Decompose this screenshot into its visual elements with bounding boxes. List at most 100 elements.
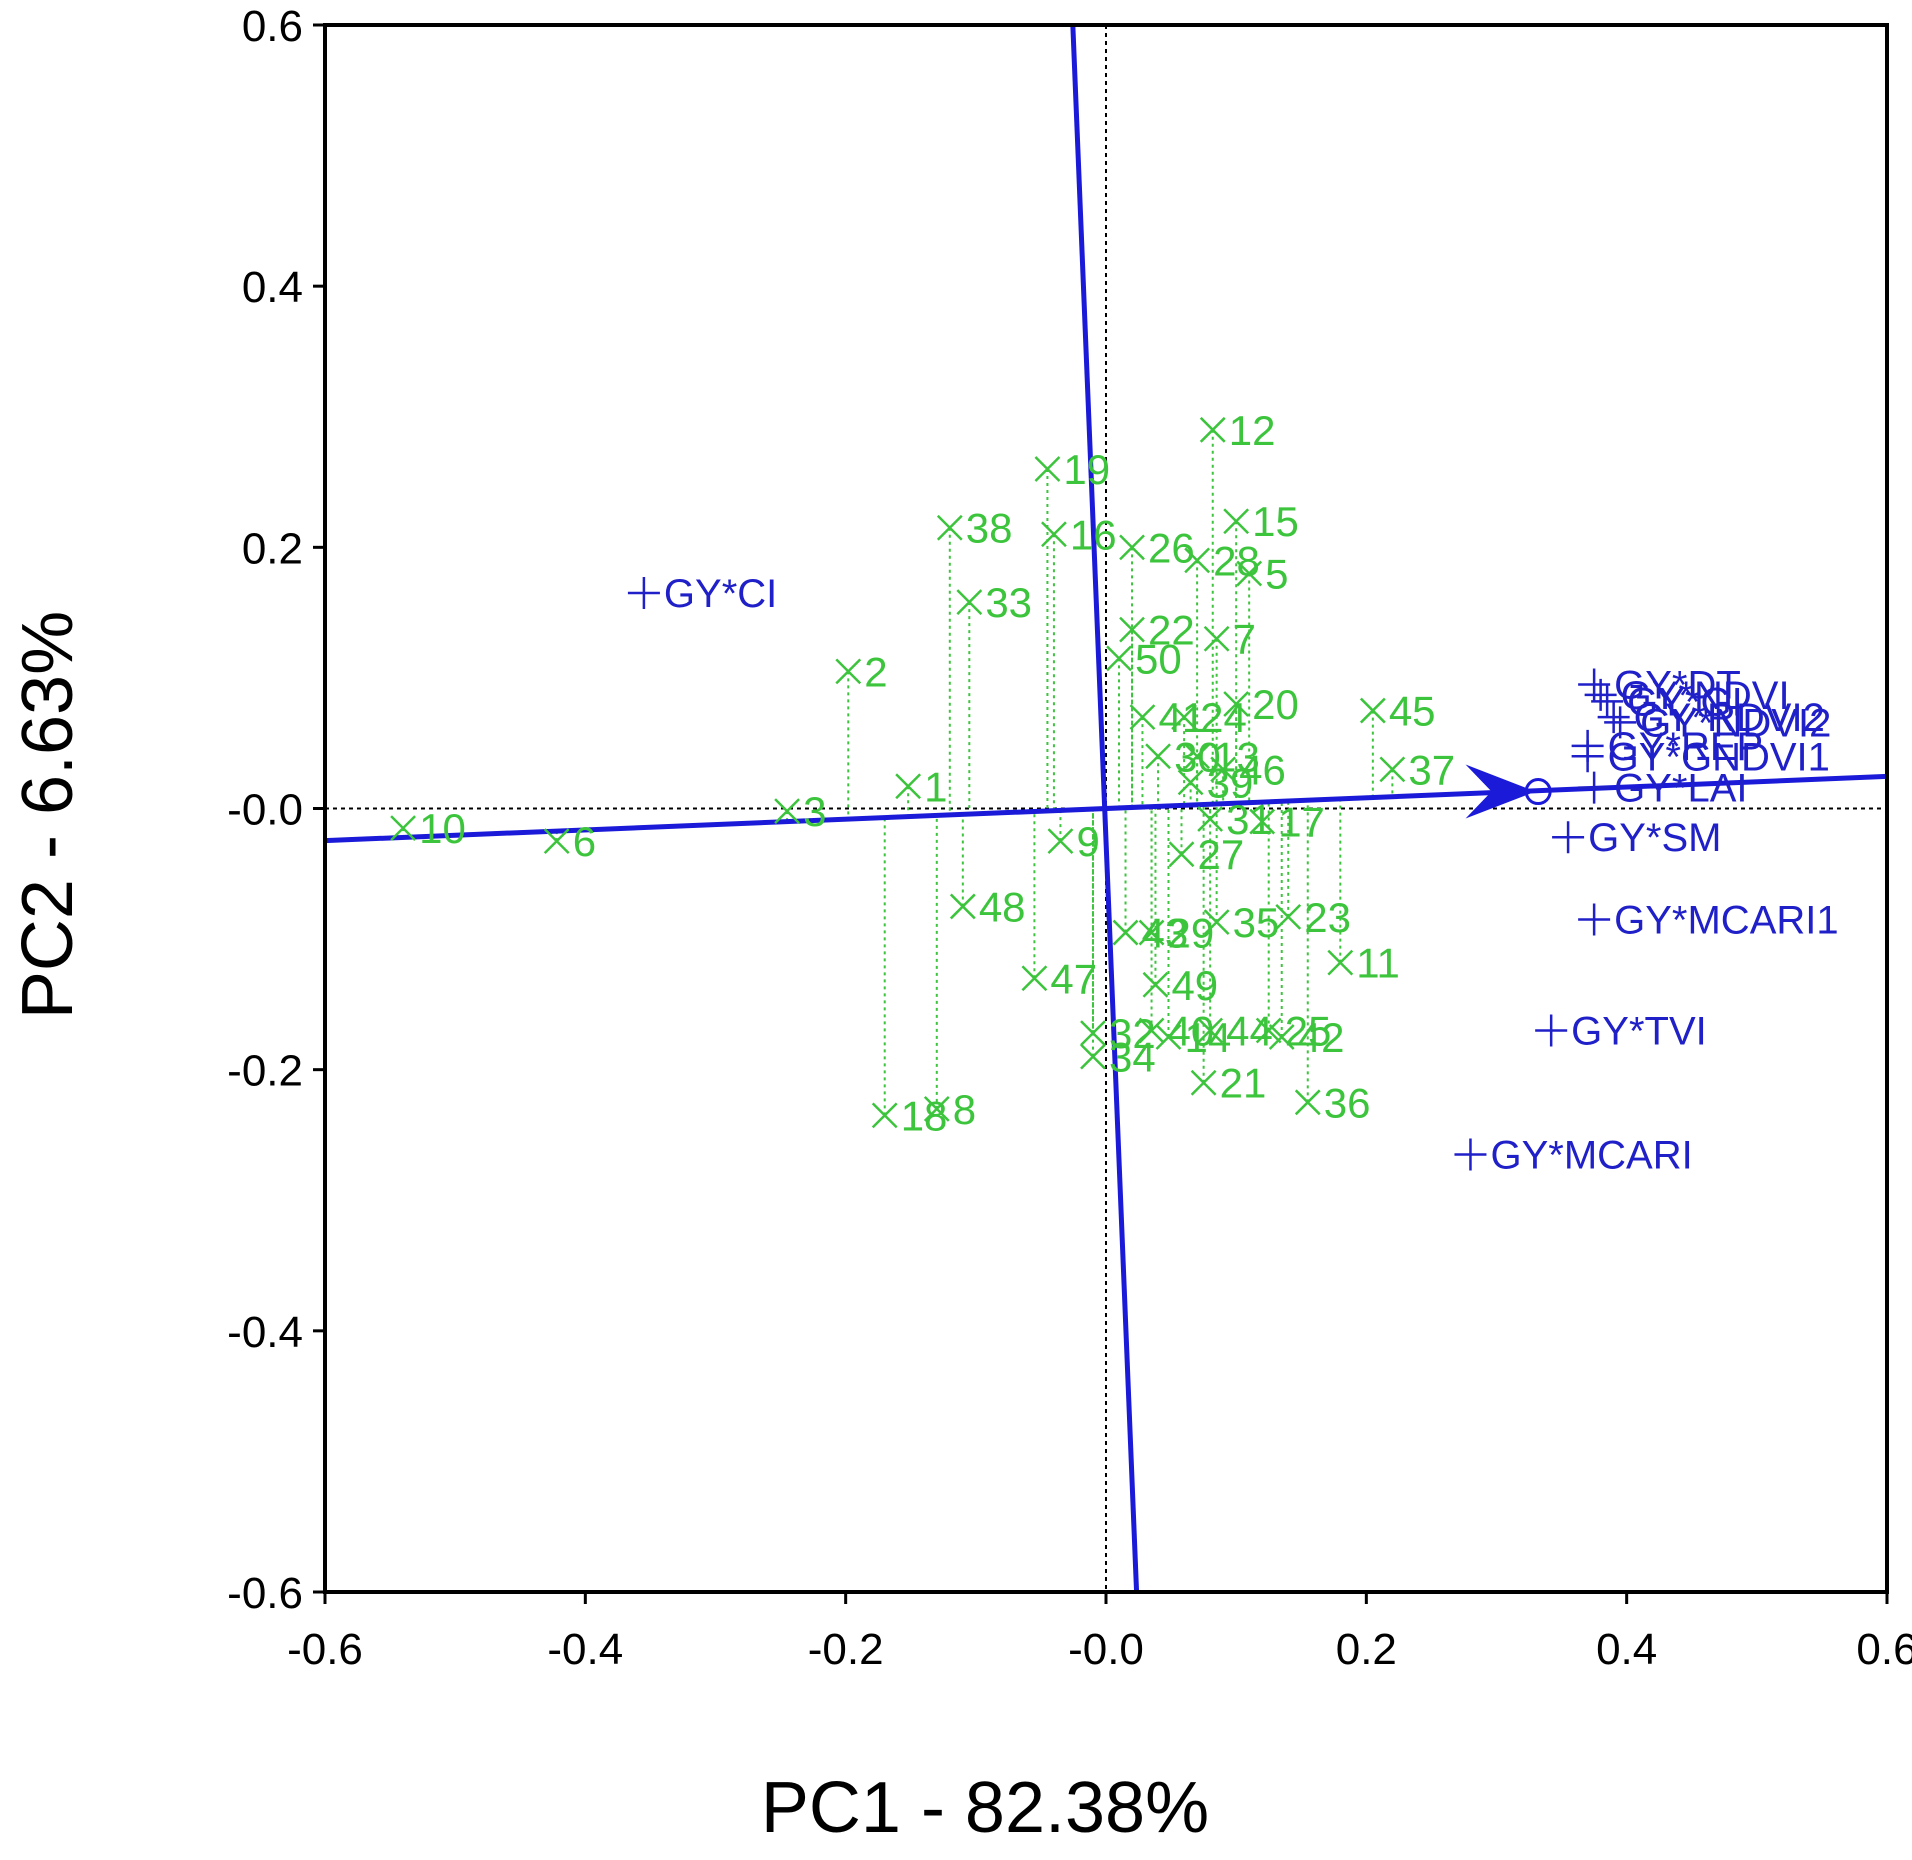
- genotype-marker-30: [1145, 743, 1171, 770]
- genotype-label-12: 12: [1229, 407, 1276, 454]
- y-tick-label: -0.0: [227, 786, 303, 835]
- genotype-label-3: 3: [803, 788, 826, 835]
- genotype-marker-37: [1379, 756, 1406, 783]
- average-environment-circle: [1524, 778, 1552, 806]
- genotype-label-42: 42: [1298, 1014, 1345, 1061]
- genotype-marker-9: [1047, 828, 1074, 855]
- genotype-marker-8: [923, 1095, 950, 1122]
- genotype-marker-15: [1223, 508, 1250, 535]
- genotype-label-6: 6: [573, 818, 596, 865]
- y-tick-label: -0.6: [227, 1569, 303, 1618]
- y-tick-label: -0.4: [227, 1308, 303, 1357]
- environment-marker-ndvi: [1584, 678, 1617, 711]
- genotype-label-26: 26: [1148, 524, 1195, 571]
- genotype-label-41: 41: [1158, 694, 1205, 741]
- genotype-label-40: 40: [1168, 1007, 1215, 1054]
- genotype-label-8: 8: [953, 1086, 976, 1133]
- genotype-marker-14: [1155, 1024, 1182, 1050]
- genotype-label-20: 20: [1252, 681, 1299, 728]
- aec-ordinate-line: [1070, 24, 1140, 1593]
- x-tick-label: 0.6: [1856, 1625, 1912, 1674]
- environment-label-sm: GY*SM: [1588, 816, 1721, 860]
- genotype-marker-32: [1080, 1020, 1106, 1046]
- y-tick-label: 0.2: [242, 524, 303, 573]
- genotype-label-28: 28: [1213, 537, 1260, 584]
- environment-marker-tvi: [1535, 1014, 1568, 1047]
- environment-marker-gndvi1: [1571, 740, 1604, 773]
- genotype-label-27: 27: [1197, 831, 1244, 878]
- genotype-marker-18: [871, 1102, 898, 1129]
- genotype-label-14: 14: [1184, 1014, 1231, 1061]
- genotype-label-16: 16: [1070, 511, 1117, 558]
- genotype-label-47: 47: [1050, 955, 1097, 1002]
- environment-label-rep: GY*REP: [1608, 725, 1764, 769]
- genotype-label-36: 36: [1324, 1079, 1371, 1126]
- genotype-label-50: 50: [1135, 635, 1182, 682]
- genotype-label-5: 5: [1265, 550, 1288, 597]
- genotype-label-10: 10: [419, 805, 466, 852]
- genotype-marker-29: [1138, 919, 1165, 946]
- environment-label-tvi: GY*TVI: [1571, 1009, 1707, 1053]
- genotype-marker-50: [1106, 645, 1132, 672]
- genotype-marker-40: [1138, 1017, 1165, 1044]
- genotype-marker-26: [1119, 534, 1145, 561]
- genotype-label-49: 49: [1171, 962, 1218, 1009]
- genotype-marker-13: [1184, 743, 1211, 770]
- y-tick-label: -0.2: [227, 1047, 303, 1096]
- genotype-marker-3: [774, 798, 800, 824]
- genotype-label-39: 39: [1207, 759, 1254, 806]
- environment-label-gndvi1: GY*GNDVI1: [1608, 735, 1830, 779]
- genotype-marker-31: [1197, 806, 1224, 832]
- genotype-label-11: 11: [1356, 940, 1400, 987]
- genotype-marker-41: [1129, 704, 1156, 730]
- x-tick-label: -0.4: [547, 1625, 623, 1674]
- reference-lines: [325, 25, 1887, 1592]
- genotype-marker-25: [1255, 1017, 1282, 1044]
- genotype-marker-48: [949, 893, 976, 920]
- x-tick-label: 0.2: [1336, 1625, 1397, 1674]
- genotype-marker-10: [390, 815, 416, 841]
- environment-label-ndvi2: GY*NDVI2: [1640, 701, 1831, 745]
- environment-marker-rdvi2: [1597, 701, 1630, 734]
- tick-layer: -0.6 -0.4 -0.2 -0.0 0.2 0.4 0.6 0.6 0.4 0.2 -0.0 -0…: [227, 2, 1912, 1674]
- environment-marker-mcari: [1454, 1138, 1487, 1171]
- environment-label-mcari: GY*MCARI: [1490, 1134, 1692, 1178]
- genotype-marker-5: [1236, 560, 1263, 587]
- genotype-label-38: 38: [966, 505, 1013, 552]
- environment-marker-ci: [627, 577, 660, 610]
- genotype-label-48: 48: [979, 883, 1026, 930]
- environment-label-lai: GY*LAI: [1614, 767, 1747, 811]
- environment-label-ci: GY*CI: [664, 572, 777, 616]
- environment-marker-lai: [1578, 771, 1611, 804]
- genotype-marker-21: [1190, 1069, 1217, 1096]
- genotype-label-21: 21: [1220, 1060, 1267, 1107]
- environment-label-gi: GY*GI: [1627, 680, 1743, 724]
- genotype-label-44: 44: [1226, 1007, 1273, 1054]
- genotype-marker-27: [1168, 841, 1195, 868]
- genotype-label-24: 24: [1200, 694, 1247, 741]
- y-axis-title: PC2 - 6.63%: [8, 611, 88, 1019]
- aec-axes: [324, 24, 1888, 1593]
- genotype-label-43: 43: [1142, 910, 1189, 957]
- environment-points: GY*CIGY*DTGY*NDVIGY*GIGY*RDVI2GY*NDVI2GY…: [627, 572, 1839, 1178]
- genotype-marker-19: [1034, 456, 1061, 482]
- genotype-marker-17: [1249, 808, 1276, 835]
- genotype-label-22: 22: [1148, 607, 1195, 654]
- genotype-marker-2: [835, 658, 862, 685]
- genotype-marker-44: [1197, 1017, 1224, 1044]
- genotype-marker-46: [1210, 756, 1237, 783]
- environment-marker-ndvi2: [1604, 706, 1637, 739]
- genotype-label-15: 15: [1252, 498, 1299, 545]
- genotype-label-33: 33: [985, 579, 1032, 626]
- genotype-marker-16: [1041, 521, 1067, 548]
- genotype-label-2: 2: [864, 648, 887, 695]
- y-tick-label: 0.6: [242, 2, 303, 51]
- y-tick-label: 0.4: [242, 263, 303, 312]
- genotype-marker-6: [543, 828, 570, 855]
- genotype-marker-43: [1112, 919, 1139, 946]
- genotype-marker-39: [1177, 769, 1204, 796]
- genotype-label-46: 46: [1239, 746, 1286, 793]
- x-tick-label: 0.4: [1596, 1625, 1657, 1674]
- genotype-label-7: 7: [1233, 616, 1256, 663]
